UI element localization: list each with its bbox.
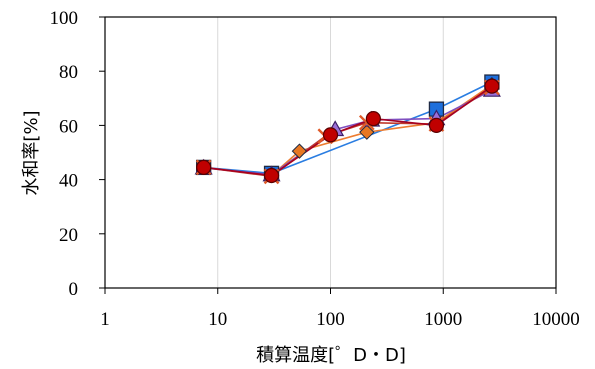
x-tick-label: 10000 <box>532 309 580 330</box>
y-tick-label: 100 <box>50 8 79 29</box>
series-5-circle-marker <box>196 159 212 176</box>
grid-layer <box>217 17 444 288</box>
series-5-line <box>203 85 493 177</box>
series-lines-layer <box>203 81 493 178</box>
series-4-line <box>203 86 493 178</box>
y-axis-title: 水和率[%] <box>21 110 42 195</box>
y-tick-label: 60 <box>59 116 78 137</box>
series-5-circle-marker <box>365 111 381 127</box>
series-1-line <box>203 81 493 175</box>
x-axis-title: 積算温度[゜D・D] <box>256 345 406 366</box>
axes-layer <box>99 16 557 294</box>
y-tick-label: 20 <box>59 225 78 246</box>
series-5-circle-marker <box>263 167 280 184</box>
tick-labels-layer: 1 10 100 1000 10000 0 20 40 60 80 100 <box>50 8 580 330</box>
x-tick-label: 1 <box>100 309 110 330</box>
y-tick-label: 40 <box>59 171 78 192</box>
x-tick-label: 1000 <box>424 309 462 330</box>
y-tick-label: 0 <box>69 279 79 300</box>
series-2-diamond-marker <box>359 124 375 140</box>
series-2-line <box>203 84 493 177</box>
series-5-circle-marker <box>322 127 339 143</box>
series-2-diamond-marker <box>291 143 308 159</box>
series-5-circle-marker <box>428 117 445 134</box>
series-markers-layer <box>194 74 501 185</box>
x-tick-label: 10 <box>208 309 227 330</box>
series-5-circle-marker <box>484 78 500 94</box>
x-tick-label: 100 <box>316 309 345 330</box>
y-tick-label: 80 <box>59 62 78 83</box>
